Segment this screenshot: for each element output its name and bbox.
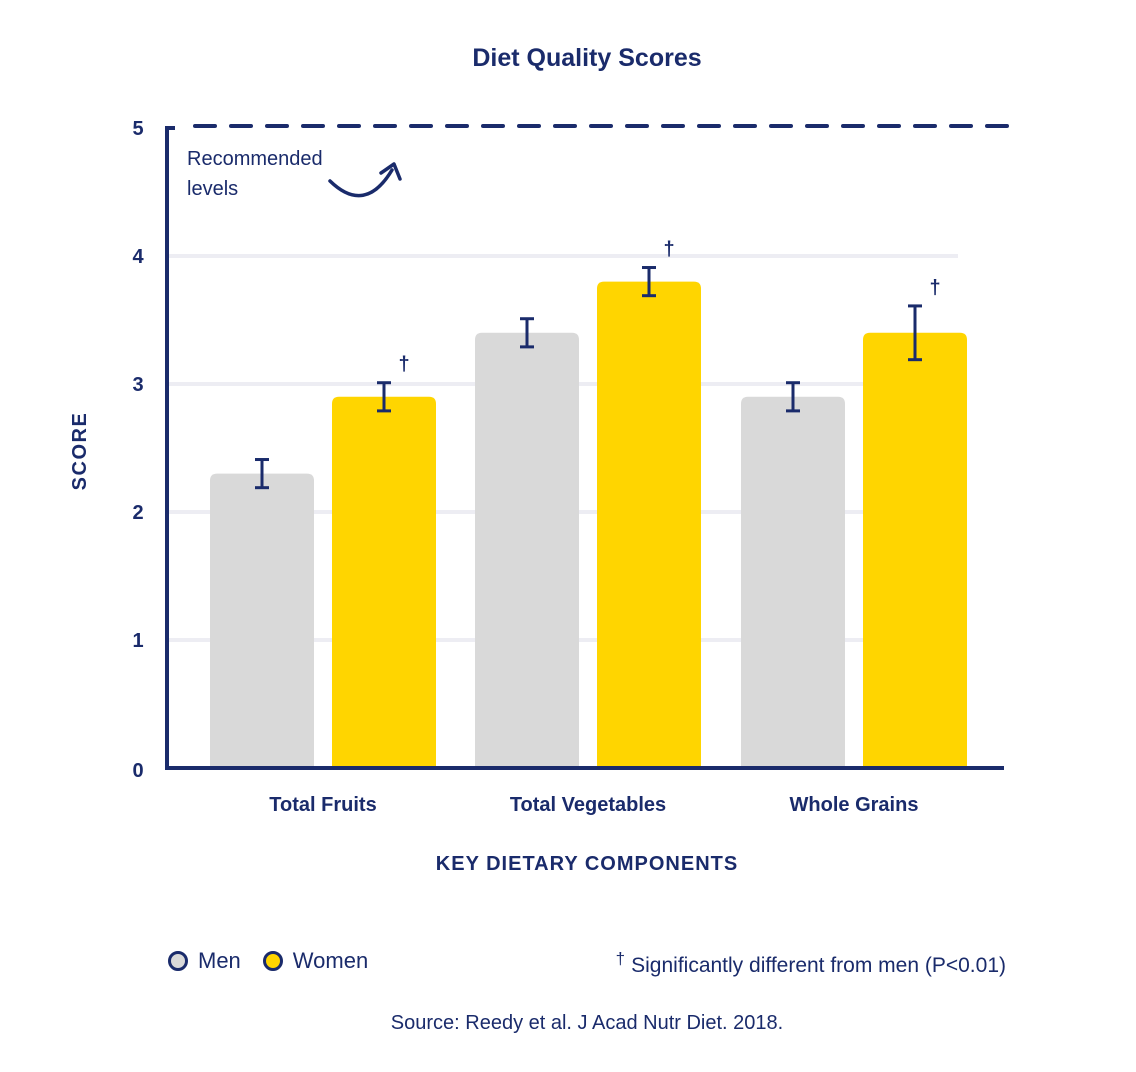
significance-text: Significantly different from men (P<0.01… [631,954,1006,977]
dagger-icon: † [929,277,940,299]
x-category-label: Whole Grains [790,794,919,816]
y-tick-label: 4 [132,246,144,268]
significance-note: † Significantly different from men (P<0.0… [616,949,1006,978]
y-tick-label: 5 [132,118,143,140]
chart-title: Diet Quality Scores [472,44,702,72]
y-tick-labels: 0 1 2 3 4 5 [132,118,144,782]
legend: Men Women [168,948,390,974]
y-tick-label: 2 [132,502,143,524]
annotation-line2: levels [187,178,238,200]
x-axis-label: KEY DIETARY COMPONENTS [436,853,738,875]
legend-label-women: Women [292,948,369,973]
y-tick-label: 1 [132,630,143,652]
source-citation: Source: Reedy et al. J Acad Nutr Diet. 2… [390,1012,784,1034]
bar-men [210,458,314,768]
dagger-icon: † [398,354,409,376]
bar-women: † [332,354,436,768]
y-axis-label: SCORE [69,412,91,491]
bar-women: † [863,277,967,768]
x-category-labels: Total Fruits Total Vegetables Whole Grains [269,794,918,816]
error-bar [377,381,391,413]
annotation-line1: Recommended [187,148,323,170]
curved-arrow-icon [328,168,394,198]
x-category-label: Total Fruits [269,794,376,816]
error-bar [642,266,656,298]
error-bar [908,304,922,362]
error-bar [520,317,534,349]
bar-chart: † † † 0 1 2 3 4 5 Total Fruits Total Vegetables W… [69,118,1012,875]
arrow-head-icon [379,162,402,181]
axis-lines [165,126,1004,770]
women-swatch-icon [262,951,283,971]
y-tick-label: 0 [132,760,143,782]
x-category-label: Total Vegetables [510,794,666,816]
bars: † † † [210,239,967,768]
y-tick-label: 3 [132,374,143,396]
legend-label-men: Men [198,948,241,973]
error-bar [786,381,800,413]
men-swatch-icon [168,951,188,971]
error-bar [255,458,269,490]
legend-item-men: Men [168,948,241,974]
bar-men [741,381,845,768]
bar-men [475,317,579,768]
recommended-annotation: Recommended levels [187,148,402,200]
axes [165,124,1012,770]
legend-item-women: Women [262,948,369,974]
bar-women: † [597,239,701,768]
dagger-icon: † [663,239,674,261]
dagger-icon: † [615,949,626,968]
